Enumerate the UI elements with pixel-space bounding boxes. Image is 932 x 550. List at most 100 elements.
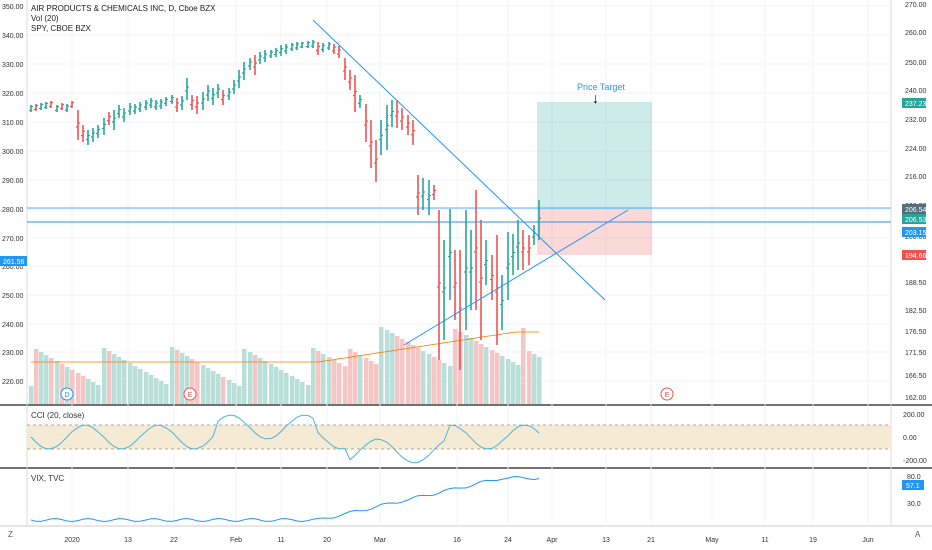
main-legend: AIR PRODUCTS & CHEMICALS INC, D, Cboe BZ… bbox=[31, 4, 215, 34]
volume-bar bbox=[506, 359, 511, 404]
vix-badge bbox=[902, 480, 924, 490]
volume-bar bbox=[374, 364, 379, 404]
time-axis-tick: 2020 bbox=[64, 537, 80, 544]
volume-bar bbox=[29, 386, 34, 404]
time-axis-tick: 11 bbox=[761, 537, 768, 544]
volume-bar bbox=[180, 353, 185, 404]
vix-axis-tick: 30.0 bbox=[907, 501, 921, 508]
volume-bar bbox=[385, 330, 390, 404]
volume-bar bbox=[327, 357, 332, 404]
price-target-label[interactable]: Price Target bbox=[577, 82, 625, 92]
price-badge bbox=[902, 214, 926, 224]
compare-label[interactable]: SPY, CBOE BZX bbox=[31, 24, 91, 33]
left-axis-tick: 300.00 bbox=[2, 149, 24, 156]
time-axis-tick: 22 bbox=[170, 537, 178, 544]
time-axis-tick: 13 bbox=[124, 537, 132, 544]
volume-bar bbox=[406, 342, 411, 404]
volume-bar bbox=[70, 370, 75, 404]
volume-bar bbox=[91, 382, 96, 404]
left-axis-tick: 280.00 bbox=[2, 207, 24, 214]
volume-bar bbox=[96, 385, 101, 404]
volume-bar bbox=[295, 379, 300, 404]
volume-bar bbox=[206, 368, 211, 404]
volume-label[interactable]: Vol (20) bbox=[31, 14, 59, 23]
volume-bar bbox=[337, 363, 342, 404]
volume-bar bbox=[511, 362, 516, 404]
volume-bar bbox=[232, 383, 237, 404]
volume-bar bbox=[364, 358, 369, 404]
vix-line bbox=[30, 476, 540, 523]
volume-bar bbox=[122, 360, 127, 404]
volume-bar bbox=[353, 352, 358, 404]
left-axis-tick: 290.00 bbox=[2, 178, 24, 185]
volume-bar bbox=[117, 357, 122, 404]
time-axis-tick: 20 bbox=[323, 537, 331, 544]
time-axis-tick: 16 bbox=[453, 537, 461, 544]
volume-bar bbox=[290, 376, 295, 404]
volume-bar bbox=[227, 380, 232, 404]
volume-bar bbox=[39, 352, 44, 404]
volume-bar bbox=[521, 328, 526, 404]
volume-bar bbox=[527, 351, 532, 404]
volume-bar bbox=[170, 347, 175, 404]
volume-bar bbox=[102, 348, 107, 404]
volume-bar bbox=[516, 365, 521, 404]
left-axis-tick: 310.00 bbox=[2, 120, 24, 127]
left-axis-tick: 240.00 bbox=[2, 322, 24, 329]
left-axis-tick: 320.00 bbox=[2, 91, 24, 98]
volume-bar bbox=[390, 333, 395, 404]
volume-bar bbox=[201, 365, 206, 404]
profit-zone[interactable] bbox=[537, 102, 652, 209]
cci-legend[interactable]: CCI (20, close) bbox=[31, 411, 85, 420]
price-badge bbox=[902, 227, 926, 237]
left-axis-tick: 270.00 bbox=[2, 236, 24, 243]
event-marker[interactable] bbox=[660, 387, 674, 401]
event-marker[interactable] bbox=[183, 387, 197, 401]
volume-bar bbox=[242, 349, 247, 404]
volume-bar bbox=[221, 377, 226, 404]
volume-bar bbox=[86, 379, 91, 404]
stop-zone[interactable] bbox=[537, 209, 652, 255]
volume-bar bbox=[159, 381, 164, 404]
volume-bar bbox=[469, 338, 474, 404]
event-marker-text: E bbox=[665, 392, 670, 399]
down-arrow-icon: ↓ bbox=[592, 90, 599, 106]
volume-bar bbox=[284, 373, 289, 404]
volume-bar bbox=[263, 361, 268, 404]
volume-bar bbox=[164, 384, 169, 404]
vix-legend[interactable]: VIX, TVC bbox=[31, 474, 65, 483]
right-axis-tick: 216.00 bbox=[905, 174, 927, 181]
right-axis-tick: 232.00 bbox=[905, 117, 927, 124]
left-axis-tick: 230.00 bbox=[2, 350, 24, 357]
volume-bar bbox=[211, 371, 216, 404]
volume-bar bbox=[464, 335, 469, 404]
volume-bar bbox=[185, 356, 190, 404]
volume-bar bbox=[248, 352, 253, 404]
time-axis-tick: May bbox=[705, 537, 719, 544]
volume-bar bbox=[495, 353, 500, 404]
event-marker[interactable] bbox=[60, 387, 74, 401]
volume-bar bbox=[279, 370, 284, 404]
volume-bar bbox=[138, 369, 143, 404]
volume-bar bbox=[144, 372, 149, 404]
price-badge bbox=[902, 204, 926, 214]
trendline-up[interactable] bbox=[403, 209, 629, 346]
volume-bar bbox=[190, 359, 195, 404]
volume-bar bbox=[112, 354, 117, 404]
volume-bar bbox=[316, 351, 321, 404]
zoom-button[interactable]: Z bbox=[8, 530, 13, 539]
volume-bar bbox=[427, 354, 432, 404]
price-badge-text: 206.54 bbox=[905, 207, 927, 214]
volume-bar bbox=[437, 360, 442, 404]
volume-bar bbox=[128, 363, 133, 404]
left-axis-tick: 250.00 bbox=[2, 293, 24, 300]
volume-bar bbox=[432, 357, 437, 404]
cci-axis-tick: 0.00 bbox=[903, 435, 917, 442]
auto-scale-button[interactable]: A bbox=[915, 530, 921, 539]
volume-bar bbox=[60, 364, 65, 404]
symbol-title[interactable]: AIR PRODUCTS & CHEMICALS INC, D, Cboe BZ… bbox=[31, 4, 216, 13]
right-axis-tick: 240.00 bbox=[905, 88, 927, 95]
volume-bar bbox=[81, 376, 86, 404]
left-axis-tick: 330.00 bbox=[2, 62, 24, 69]
